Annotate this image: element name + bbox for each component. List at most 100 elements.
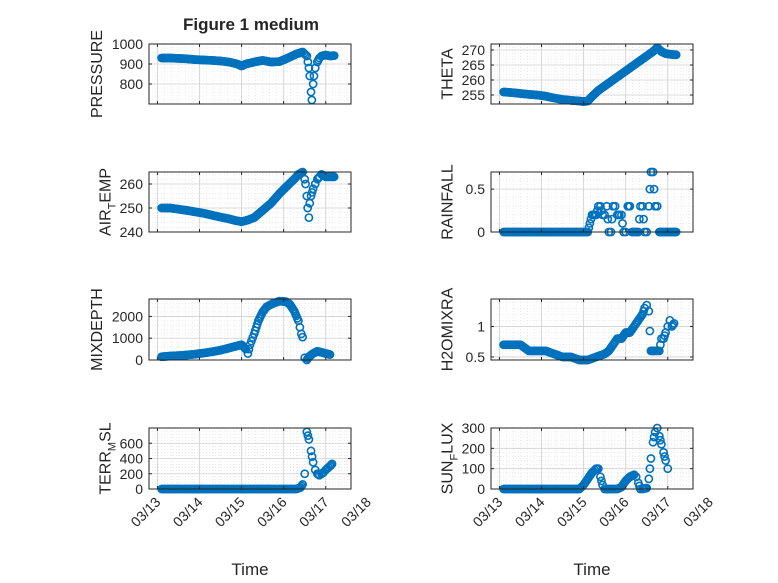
data-point (325, 350, 335, 359)
y-tick-label: 900 (120, 56, 144, 72)
y-tick-label: 0.5 (466, 349, 486, 365)
data-point (298, 332, 308, 342)
y-axis-label: AIRTEMP (97, 168, 118, 236)
data-point (649, 184, 659, 194)
data-point (308, 184, 318, 194)
data-point (669, 318, 679, 328)
data-point (325, 461, 335, 471)
data-point (645, 326, 655, 336)
data-point (644, 306, 654, 316)
data-point (617, 210, 626, 220)
data-point (584, 223, 594, 233)
data-point (585, 219, 595, 228)
data-point (308, 457, 318, 467)
data-point (301, 50, 310, 60)
data-point (657, 439, 666, 449)
data-point (646, 454, 656, 463)
y-tick-label: 0 (135, 481, 143, 497)
y-tick-label: 200 (120, 466, 144, 482)
data-point (652, 201, 662, 211)
y-axis-label: PRESSURE (89, 30, 106, 118)
data-point (645, 184, 655, 194)
data-point (307, 452, 317, 461)
data-point (645, 464, 655, 474)
data-point (308, 79, 318, 89)
data-point (644, 201, 654, 211)
y-axis-label: MIXDEPTH (89, 288, 106, 371)
y-tick-label: 0 (477, 481, 485, 497)
y-tick-label: 0 (477, 224, 485, 240)
y-tick-label: 260 (120, 176, 144, 192)
y-tick-label: 270 (462, 42, 486, 58)
data-point (596, 472, 605, 482)
axes-box (148, 171, 352, 233)
data-point (327, 459, 337, 469)
data-point (309, 71, 319, 81)
axes-box (490, 43, 694, 105)
data-point (602, 201, 612, 211)
y-tick-label: 260 (462, 72, 486, 88)
y-tick-label: 250 (120, 200, 144, 216)
y-tick-label: 400 (120, 451, 144, 467)
figure-title: Figure 1 medium (183, 15, 319, 34)
data-point (618, 219, 627, 228)
data-point (302, 51, 312, 61)
data-point (303, 431, 313, 441)
y-tick-label: 1000 (112, 330, 143, 346)
data-point (304, 213, 314, 222)
data-point (301, 179, 310, 189)
data-point (639, 214, 648, 224)
y-axis-label: THETA (439, 48, 456, 100)
data-point (303, 203, 313, 213)
y-tick-label: 240 (120, 224, 144, 240)
data-point (671, 50, 681, 60)
data-point (634, 214, 644, 224)
series-pressure (157, 47, 339, 105)
data-point (625, 201, 635, 211)
y-axis-label: H2OMIXRA (439, 287, 456, 371)
data-point (306, 446, 316, 456)
y-tick-label: 0.5 (466, 181, 486, 197)
series-h2omixra (499, 300, 679, 365)
data-point (303, 57, 313, 67)
y-tick-label: 100 (462, 461, 486, 477)
data-point (304, 435, 314, 444)
data-point (660, 452, 669, 461)
data-point (597, 476, 606, 486)
data-point (654, 431, 664, 441)
subplot-pressure: 800 900 1000 PRESSURE (89, 30, 352, 118)
data-point (607, 214, 617, 224)
y-tick-label: 2000 (112, 308, 143, 324)
axes-box (490, 427, 694, 490)
data-point (305, 71, 315, 81)
y-axis-label: TERRMSL (97, 422, 118, 494)
data-point (659, 447, 668, 457)
data-point (307, 187, 317, 197)
data-point (591, 210, 601, 220)
data-point (663, 464, 673, 474)
x-axis-label: Time (231, 560, 268, 579)
subplot-mixdepth: 0 1000 2000 MIXDEPTH (89, 288, 352, 371)
data-point (593, 464, 603, 474)
data-point (644, 474, 654, 484)
data-point (629, 470, 639, 480)
data-point (329, 51, 339, 60)
y-tick-label: 300 (462, 420, 486, 436)
x-axis-label: Time (573, 560, 610, 579)
data-point (326, 460, 336, 470)
series-mixdepth (157, 296, 335, 365)
data-point (244, 344, 254, 354)
data-point (304, 63, 314, 73)
y-tick-label: 1000 (112, 36, 143, 52)
data-point (306, 87, 316, 97)
data-point (610, 201, 620, 211)
subplot-rainfall: 0 0.5 RAINFALL (439, 164, 694, 240)
axes-box (490, 298, 694, 361)
data-point (642, 483, 652, 493)
y-axis-label: RAINFALL (439, 164, 456, 240)
data-point (298, 480, 308, 489)
y-tick-label: 200 (462, 440, 486, 456)
y-axis-label: SUNFLUX (439, 422, 460, 494)
